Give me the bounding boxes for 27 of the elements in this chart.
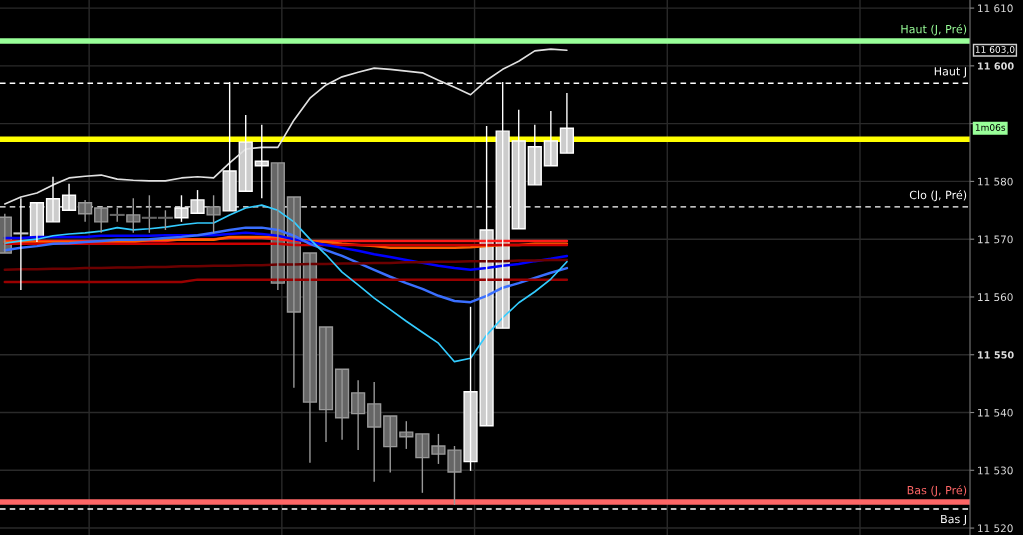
- line-series: [3, 258, 569, 272]
- ref-line-label: Haut (J, Pré): [901, 24, 967, 36]
- ref-line-label: Clo (J, Pré): [909, 190, 967, 202]
- text: 1m06s: [975, 124, 1006, 131]
- y-tick-label: 11 560: [978, 293, 1013, 302]
- candlestick: [527, 124, 542, 186]
- ref-line-label: Bas (J, Pré): [907, 485, 967, 497]
- y-tick-label: 11 580: [978, 177, 1013, 186]
- candlestick: [94, 207, 109, 234]
- y-tick-label: 11 530: [978, 466, 1013, 475]
- candlestick: [415, 433, 430, 494]
- candlestick: [399, 420, 414, 450]
- ref-line-label: Bas J: [941, 514, 966, 526]
- line-series: [3, 204, 568, 363]
- y-tick-label: 11 540: [978, 408, 1013, 417]
- candlestick: [206, 194, 221, 234]
- y-tick-label: 11 570: [978, 235, 1013, 244]
- candlestick: [383, 415, 398, 474]
- candlestick: [254, 124, 269, 199]
- y-tick-label: 11 600: [978, 62, 1014, 70]
- y-tick-label: 11 550: [978, 351, 1014, 359]
- ref-line-label: Haut J: [934, 67, 966, 78]
- y-tick-label: 11 610: [978, 4, 1013, 13]
- y-tick-label: 11 520: [978, 524, 1013, 533]
- line-series: [3, 226, 569, 304]
- line-series: [3, 48, 568, 205]
- text: 11 603,0: [975, 46, 1015, 54]
